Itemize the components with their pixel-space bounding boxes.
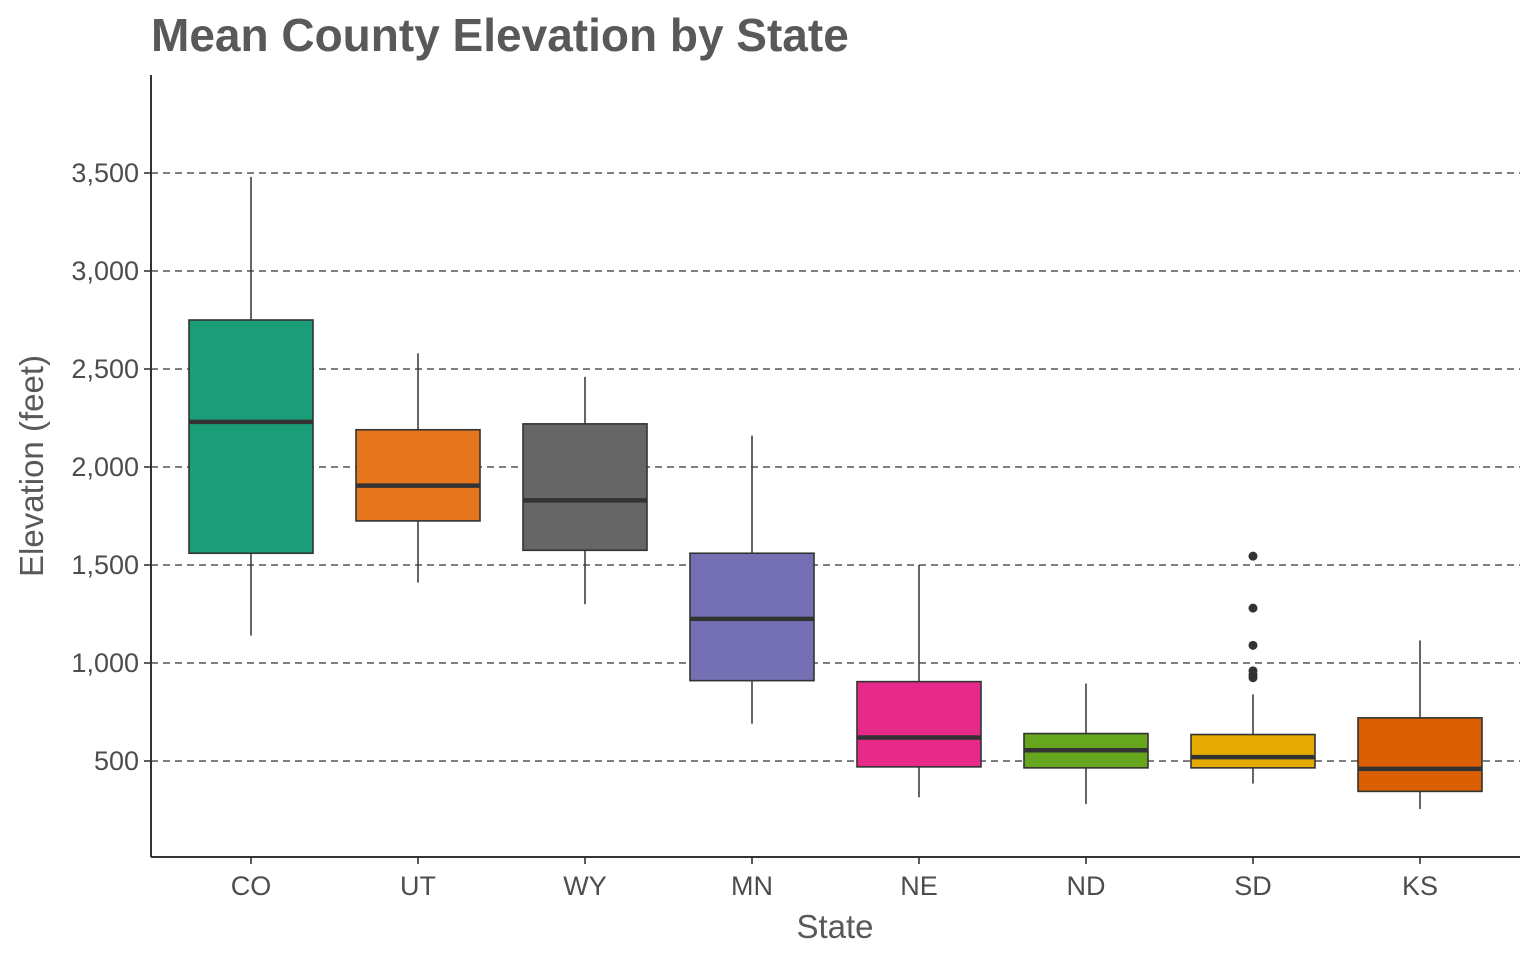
y-tick-labels: 500 1,000 1,500 2,000 2,500 3,000 3,500 <box>71 158 151 776</box>
box-nd <box>1023 683 1149 805</box>
y-tick-label-2000: 2,000 <box>71 452 139 482</box>
x-tick-labels: CO UT WY MN NE ND SD KS <box>231 857 1438 901</box>
box-co <box>188 176 314 636</box>
x-tick-label-nd: ND <box>1067 871 1106 901</box>
x-axis-title: State <box>796 908 873 945</box>
axes <box>150 75 1520 858</box>
box-body-ne <box>856 680 982 768</box>
box-body-co <box>188 319 314 555</box>
y-tick-label-500: 500 <box>94 746 139 776</box>
outlier-point-sd-4 <box>1248 603 1258 613</box>
outlier-point-sd-2 <box>1248 666 1258 676</box>
x-tick-label-co: CO <box>231 871 272 901</box>
x-tick-label-mn: MN <box>731 871 773 901</box>
box-ks <box>1357 640 1483 810</box>
box-body-sd <box>1190 733 1316 769</box>
x-tick-label-wy: WY <box>563 871 607 901</box>
box-sd <box>1190 551 1316 784</box>
chart-title: Mean County Elevation by State <box>151 9 849 61</box>
x-tick-label-ne: NE <box>900 871 938 901</box>
x-tick-label-ut: UT <box>400 871 436 901</box>
box-ut <box>355 353 481 583</box>
box-body-wy <box>522 423 648 552</box>
box-mn <box>689 435 815 724</box>
box-wy <box>522 376 648 605</box>
y-tick-label-1500: 1,500 <box>71 550 139 580</box>
y-axis-title: Elevation (feet) <box>13 355 50 577</box>
box-body-ks <box>1357 717 1483 793</box>
x-tick-label-sd: SD <box>1234 871 1272 901</box>
x-tick-label-ks: KS <box>1402 871 1438 901</box>
boxes <box>188 176 1483 810</box>
box-ne <box>856 565 982 798</box>
box-body-ut <box>355 428 481 522</box>
y-tick-label-1000: 1,000 <box>71 648 139 678</box>
outlier-point-sd-3 <box>1248 640 1258 650</box>
y-tick-label-3500: 3,500 <box>71 158 139 188</box>
outlier-point-sd-5 <box>1248 551 1258 561</box>
y-tick-label-2500: 2,500 <box>71 354 139 384</box>
y-tick-label-3000: 3,000 <box>71 256 139 286</box>
